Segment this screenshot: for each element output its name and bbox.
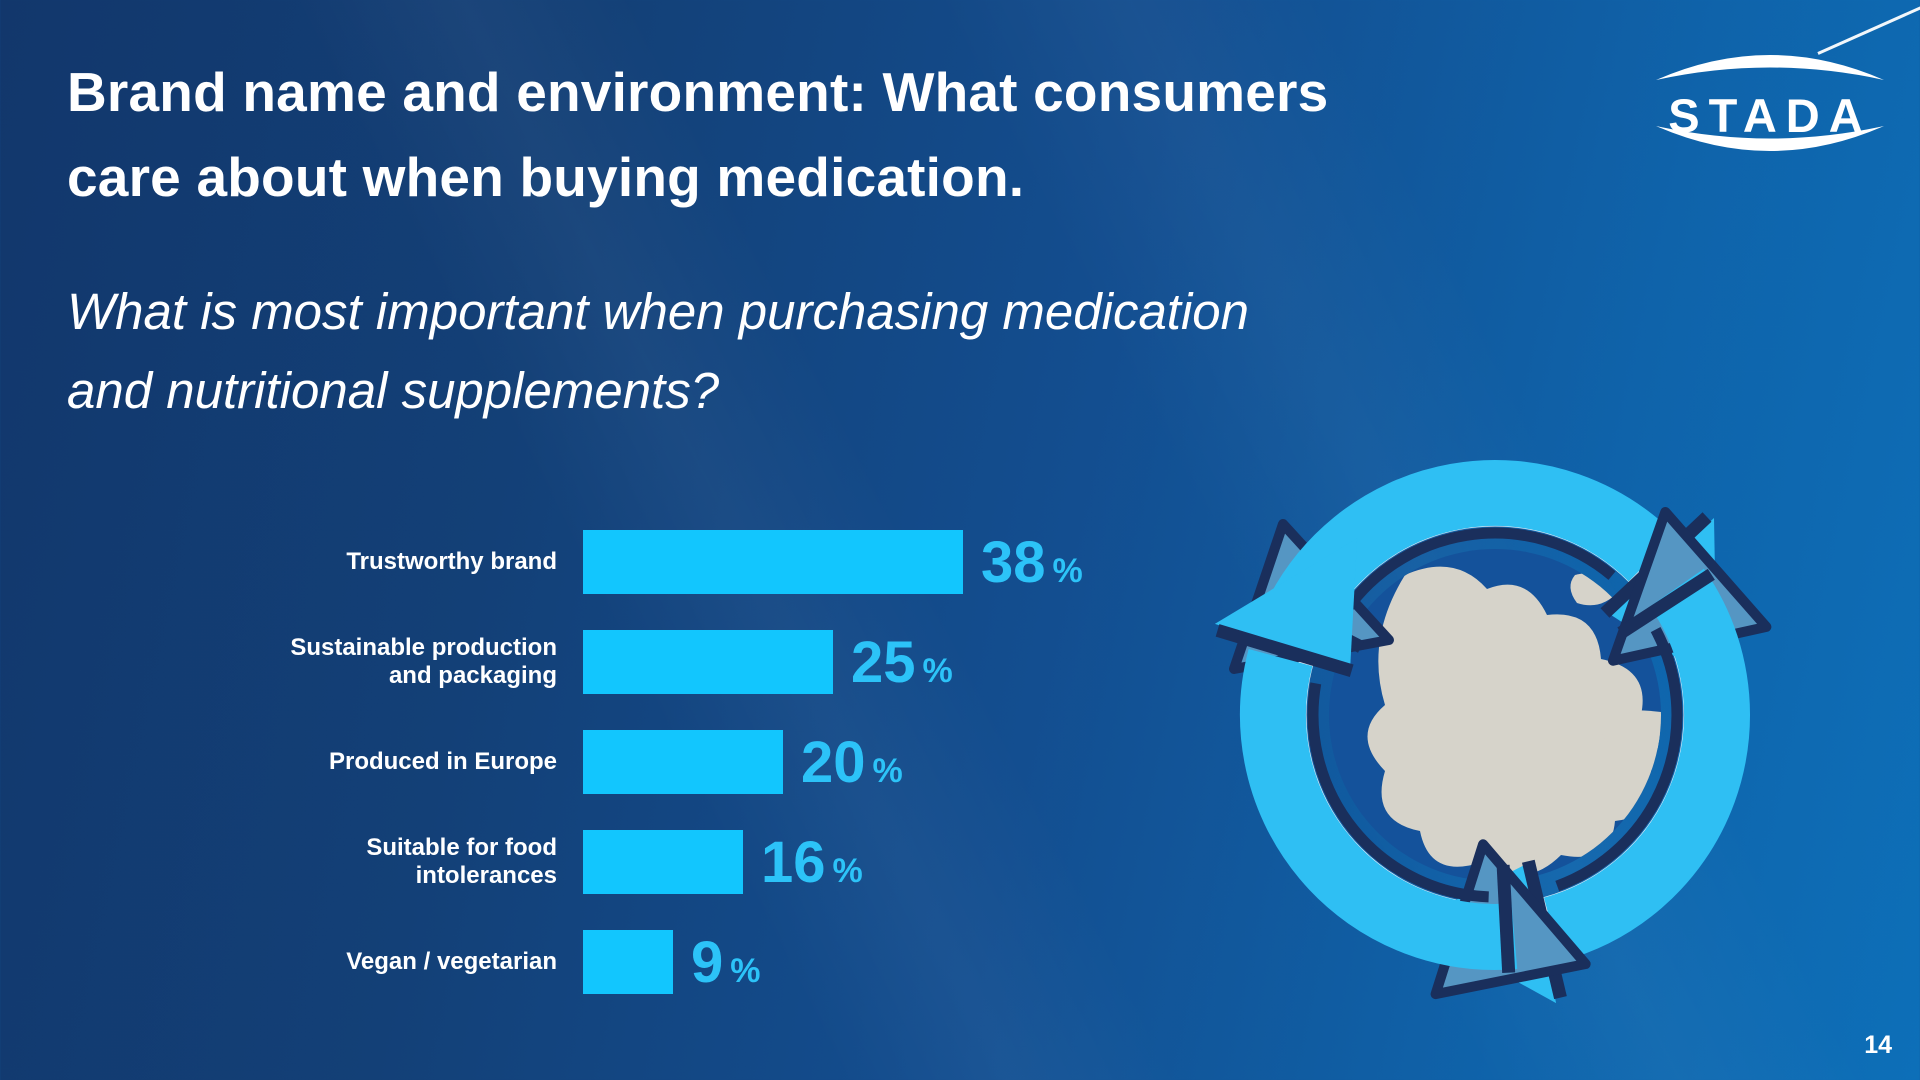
- logo-arc-bottom: [1656, 126, 1884, 151]
- category-label: Sustainable production and packaging: [290, 634, 557, 689]
- value-number: 9: [691, 929, 724, 995]
- chart-row: Produced in Europe 20%: [228, 729, 1083, 796]
- value-number: 38: [981, 529, 1046, 595]
- page-title-line2: care about when buying medication.: [67, 146, 1025, 208]
- value-label: 38%: [981, 529, 1083, 596]
- chart-row: Trustworthy brand 38%: [228, 529, 1083, 596]
- subtitle-question: What is most important when purchasing m…: [67, 272, 1249, 430]
- category-label: Vegan / vegetarian: [346, 948, 557, 975]
- page-title: Brand name and environment: What consume…: [67, 50, 1328, 220]
- value-label: 9%: [691, 929, 761, 996]
- percent-sign: %: [730, 951, 761, 990]
- bar: [583, 830, 743, 894]
- page-number: 14: [1864, 1031, 1892, 1059]
- bar: [583, 630, 833, 694]
- percent-sign: %: [872, 751, 903, 790]
- chart-row: Vegan / vegetarian 9%: [228, 929, 1083, 996]
- value-number: 20: [801, 729, 866, 795]
- bar: [583, 530, 963, 594]
- category-label: Trustworthy brand: [346, 548, 557, 575]
- value-label: 16%: [761, 829, 863, 896]
- bar: [583, 730, 783, 794]
- subtitle-line2: and nutritional supplements?: [67, 362, 720, 419]
- logo-wordmark: STADA: [1668, 89, 1871, 142]
- page-title-line1: Brand name and environment: What consume…: [67, 61, 1329, 123]
- percent-sign: %: [922, 651, 953, 690]
- chart-row: Suitable for food intolerances 16%: [228, 829, 1083, 896]
- percent-sign: %: [832, 851, 863, 890]
- value-label: 20%: [801, 729, 903, 796]
- subtitle-line1: What is most important when purchasing m…: [67, 283, 1250, 340]
- bar: [583, 930, 673, 994]
- value-number: 16: [761, 829, 826, 895]
- bar-chart: Trustworthy brand 38% Sustainable producti…: [228, 529, 1083, 1030]
- logo-arc-top: [1656, 55, 1884, 80]
- arrow-inner-edge: [1336, 527, 1616, 622]
- percent-sign: %: [1052, 551, 1083, 590]
- stada-logo: STADA: [1656, 55, 1884, 151]
- category-label: Produced in Europe: [328, 748, 557, 775]
- chart-row: Sustainable production and packaging 25%: [228, 629, 1083, 696]
- value-number: 25: [851, 629, 916, 695]
- value-label: 25%: [851, 629, 953, 696]
- recycling-globe-illustration: [1195, 460, 1795, 1005]
- category-label: Suitable for food intolerances: [366, 834, 557, 889]
- chart-rows: Trustworthy brand 38% Sustainable producti…: [228, 529, 1083, 996]
